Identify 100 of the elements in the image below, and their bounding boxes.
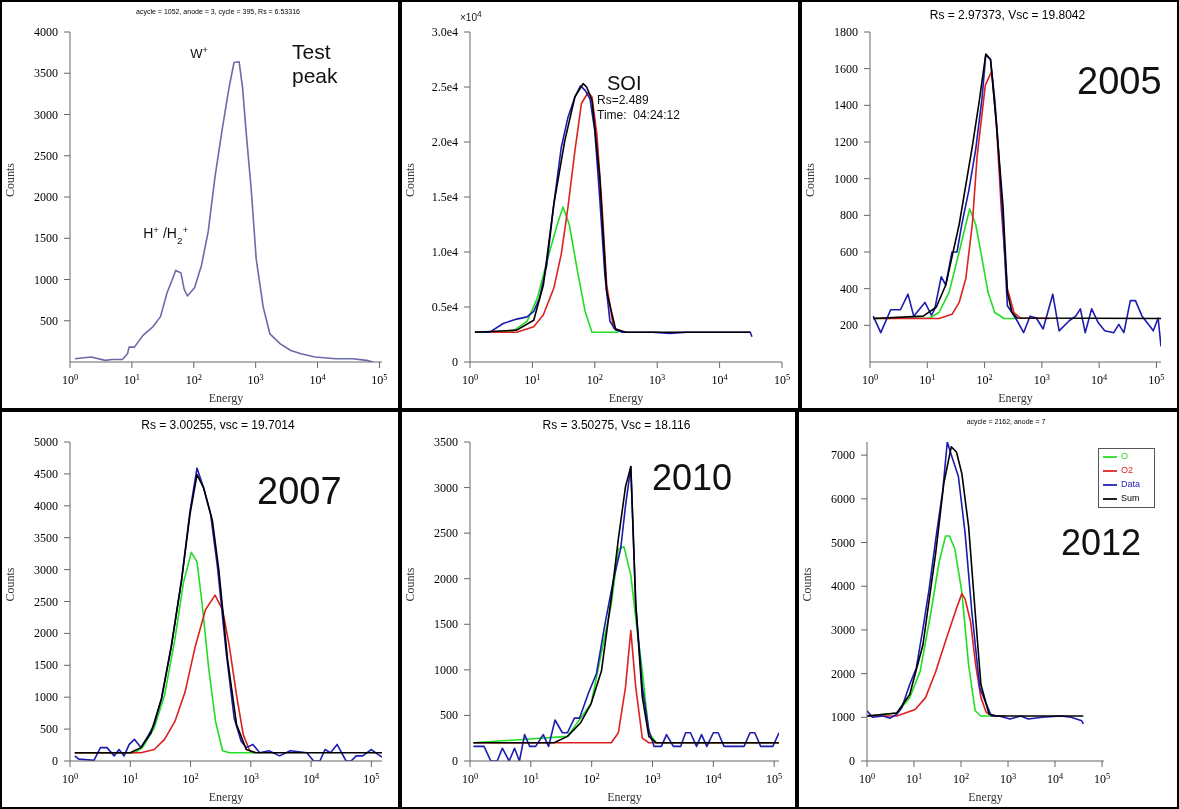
y-tick-label: 5000 [34,435,58,449]
chart-title: Rs = 3.00255, vsc = 19.7014 [140,418,296,432]
y-tick-label: 500 [40,722,58,737]
annotation: Time: 04:24:12 [597,108,680,123]
y-tick-label: 200 [840,318,858,333]
x-tick-label: 10$^{4}$ [303,771,321,786]
y-tick-label: 1500 [34,658,58,673]
x-tick-label: 10$^{2}$ [586,372,603,387]
y-tick-label: 2000 [434,571,458,586]
y-tick-label: 1200 [834,135,858,149]
y-tick-label: 1800 [834,25,858,39]
x-axis-title: Energy [607,790,642,804]
y-tick-label: 1500 [34,231,58,246]
x-tick-label: 10$^{1}$ [123,372,140,387]
x-tick-label: 10$^{3}$ [999,771,1017,786]
y-tick-label: 1000 [34,690,58,705]
x-tick-label: 10$^{5}$ [773,372,791,387]
y-tick-label: 4000 [34,25,58,39]
x-tick-label: 10$^{3}$ [242,771,259,786]
y-tick-label: 3000 [434,480,458,495]
y-tick-label: 3.0e4 [431,25,458,39]
x-tick-label: 10$^{2}$ [583,771,600,786]
x-axis-title: Energy [998,391,1033,405]
y-tick-label: 2500 [34,148,58,163]
y-tick-label: 1.5e4 [431,190,458,204]
y-tick-label: 600 [840,245,858,259]
y-tick-label: 2.0e4 [431,135,458,149]
x-tick-label: 10$^{1}$ [524,372,541,387]
x-tick-label: 10$^{0}$ [861,372,879,387]
y-tick-label: 3000 [34,107,58,122]
x-tick-label: 10$^{1}$ [122,771,139,786]
legend-label: Data [1120,479,1140,490]
x-tick-label: 10$^{2}$ [952,771,970,786]
x-tick-label: 10$^{0}$ [858,771,876,786]
annotation: Rs=2.489 [597,93,649,108]
x-axis-title: Energy [608,391,644,405]
y-tick-label: 2000 [34,190,58,204]
y-tick-label: 2500 [34,594,58,609]
y-tick-label: 6000 [831,491,855,506]
y-tick-label: 1000 [831,710,855,725]
chart-title: Rs = 3.50275, Vsc = 18.116 [541,418,692,432]
legend-label: O2 [1120,465,1133,476]
chart-title: Rs = 2.97373, Vsc = 19.8042 [928,8,1087,22]
y-tick-label: 1600 [834,61,858,76]
annotation: 2007 [257,470,342,514]
y-tick-label: 2000 [831,666,855,681]
y-tick-label: 3500 [34,530,58,545]
x-tick-label: 10$^{1}$ [905,771,923,786]
x-axis-title: Energy [968,790,1003,804]
y-tick-label: 1400 [834,98,858,113]
x-tick-label: 10$^{1}$ [919,372,936,387]
y-tick-label: 2.5e4 [431,80,458,94]
annotation: 2005 [1077,60,1162,104]
annotation: 2010 [652,457,733,499]
y-tick-label: 4000 [34,498,58,513]
annotation: 2012 [1061,522,1142,564]
annotation: SOI [607,72,642,95]
x-axis-title: Energy [208,391,244,405]
x-tick-label: 10$^{0}$ [61,771,79,786]
y-axis-title: Counts [3,567,18,602]
x-tick-label: 10$^{5}$ [1093,771,1111,786]
x-tick-label: 10$^{3}$ [247,372,264,387]
y-tick-label: 500 [40,313,58,328]
y-tick-label: 800 [840,208,858,223]
x-tick-label: 10$^{2}$ [182,771,199,786]
x-tick-label: 10$^{2}$ [185,372,202,387]
y-tick-label: 1.0e4 [431,245,458,259]
x-tick-label: 10$^{3}$ [649,372,666,387]
y-tick-label: 3000 [34,562,58,577]
legend-label: O [1120,451,1128,462]
y-tick-label: 0 [849,754,855,768]
x-tick-label: 10$^{0}$ [461,372,479,387]
x-tick-label: 10$^{5}$ [371,372,388,387]
y-tick-label: 4000 [831,579,855,594]
x-tick-label: 10$^{4}$ [1046,771,1064,786]
x-tick-label: 10$^{2}$ [976,372,993,387]
y-tick-label: 1000 [434,662,458,677]
x-tick-label: 10$^{5}$ [1148,372,1165,387]
y-tick-label: 500 [440,708,458,723]
x-tick-label: 10$^{1}$ [522,771,539,786]
legend-label: Sum [1120,493,1140,504]
x-tick-label: 10$^{0}$ [461,771,479,786]
y-tick-label: 7000 [831,448,855,463]
y-axis-title: Counts [3,162,18,197]
x-tick-label: 10$^{4}$ [1091,372,1109,387]
y-tick-label: 0 [452,355,458,369]
text: ×10$^{4}$ [460,9,482,24]
x-tick-label: 10$^{0}$ [61,372,79,387]
y-tick-label: 1000 [834,171,858,186]
x-tick-label: 10$^{3}$ [1033,372,1050,387]
y-tick-label: 0 [452,754,458,768]
x-tick-label: 10$^{4}$ [705,771,723,786]
y-axis-title: Counts [800,567,815,602]
y-tick-label: 3500 [34,66,58,81]
y-axis-title: Counts [403,567,418,602]
x-tick-label: 10$^{5}$ [766,771,783,786]
y-tick-label: 0.5e4 [431,300,458,314]
x-tick-label: 10$^{5}$ [363,771,380,786]
annotation: W$^{+}$ [190,44,208,61]
y-tick-label: 3500 [434,435,458,449]
